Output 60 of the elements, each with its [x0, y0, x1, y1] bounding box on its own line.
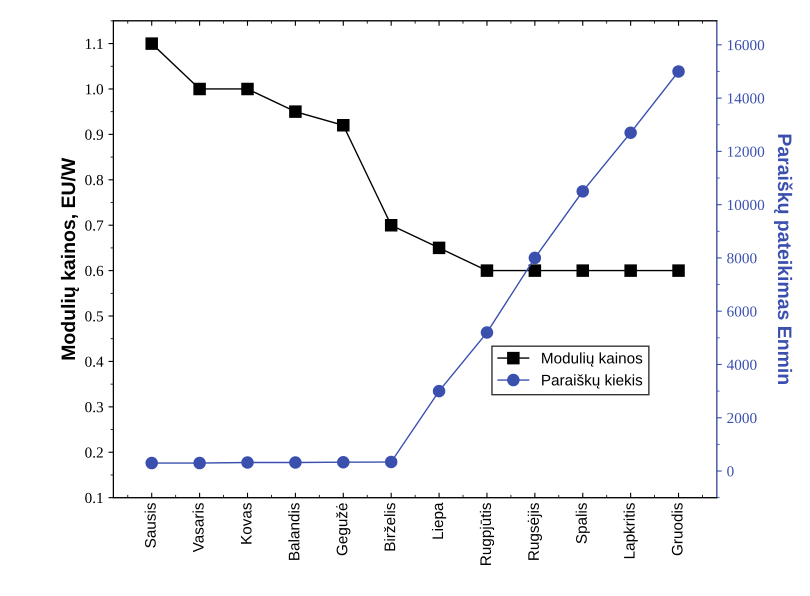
y-tick-label: 0.8	[85, 174, 104, 186]
point	[193, 456, 206, 470]
point	[241, 456, 254, 469]
y-tick-label: 1.1	[86, 38, 103, 50]
y-tick-label: 1.0	[86, 84, 104, 94]
point	[432, 384, 446, 398]
point	[337, 456, 350, 468]
y2-tick-label: 6000	[727, 306, 757, 317]
y-tick-label: 0.1	[85, 492, 103, 504]
point	[289, 105, 302, 118]
y2-tick-label: 12000	[728, 146, 764, 157]
x-tick-label: Liepa	[432, 502, 446, 539]
point	[528, 252, 542, 264]
x-tick-label: Vasaris	[192, 503, 204, 552]
y-tick-label: 0.5	[85, 311, 104, 322]
point	[384, 218, 398, 232]
point	[432, 242, 446, 254]
point	[528, 264, 542, 277]
x-tick-label: Spalis	[576, 503, 590, 544]
legend-label: Paraiškų kiekis	[542, 374, 642, 389]
y-tick-label: 0.9	[85, 130, 104, 140]
point	[480, 264, 494, 277]
y2-axis-title: Paraiškų pateikimas Enmin	[774, 134, 793, 384]
y2-tick-label: 8000	[727, 253, 757, 264]
x-tick-label: Rugsėjis	[528, 503, 542, 560]
point	[576, 264, 589, 277]
x-tick-label: Lapkritis	[624, 503, 638, 558]
x-tick-label: Balandis	[288, 503, 300, 560]
legend-label: Modulių kainos	[542, 352, 642, 367]
x-tick-label: Kovas	[240, 503, 252, 544]
point	[384, 456, 398, 468]
x-tick-label: Sausis	[144, 503, 156, 548]
point	[193, 82, 206, 96]
point	[145, 37, 158, 50]
y-tick-label: 0.7	[85, 220, 104, 231]
y-axis-title: Modulių kainos, EU/W	[60, 158, 80, 360]
y-tick-label: 0.2	[85, 447, 103, 458]
y2-tick-label: 16000	[728, 40, 764, 50]
point	[289, 456, 302, 469]
y-tick-label: 0.3	[85, 402, 104, 412]
point	[337, 119, 350, 132]
y-tick-label: 0.6	[85, 266, 104, 276]
point	[672, 65, 685, 78]
point	[624, 126, 637, 139]
point	[480, 326, 494, 339]
y2-tick-label: 10000	[728, 200, 764, 210]
point	[624, 264, 637, 277]
point	[576, 185, 589, 198]
y2-tick-label: 4000	[726, 360, 757, 370]
x-tick-label: Birželis	[384, 503, 396, 551]
x-tick-label: Gegužė	[336, 503, 350, 556]
y-tick-label: 0.4	[85, 356, 104, 367]
point	[241, 82, 254, 96]
y2-tick-label: 0	[727, 466, 734, 476]
y2-tick-label: 14000	[728, 93, 764, 104]
point	[145, 456, 158, 470]
x-tick-label: Gruodis	[671, 503, 683, 556]
point	[672, 264, 685, 277]
y2-tick-label: 2000	[727, 412, 757, 424]
x-tick-label: Rugpjūtis	[480, 503, 494, 565]
